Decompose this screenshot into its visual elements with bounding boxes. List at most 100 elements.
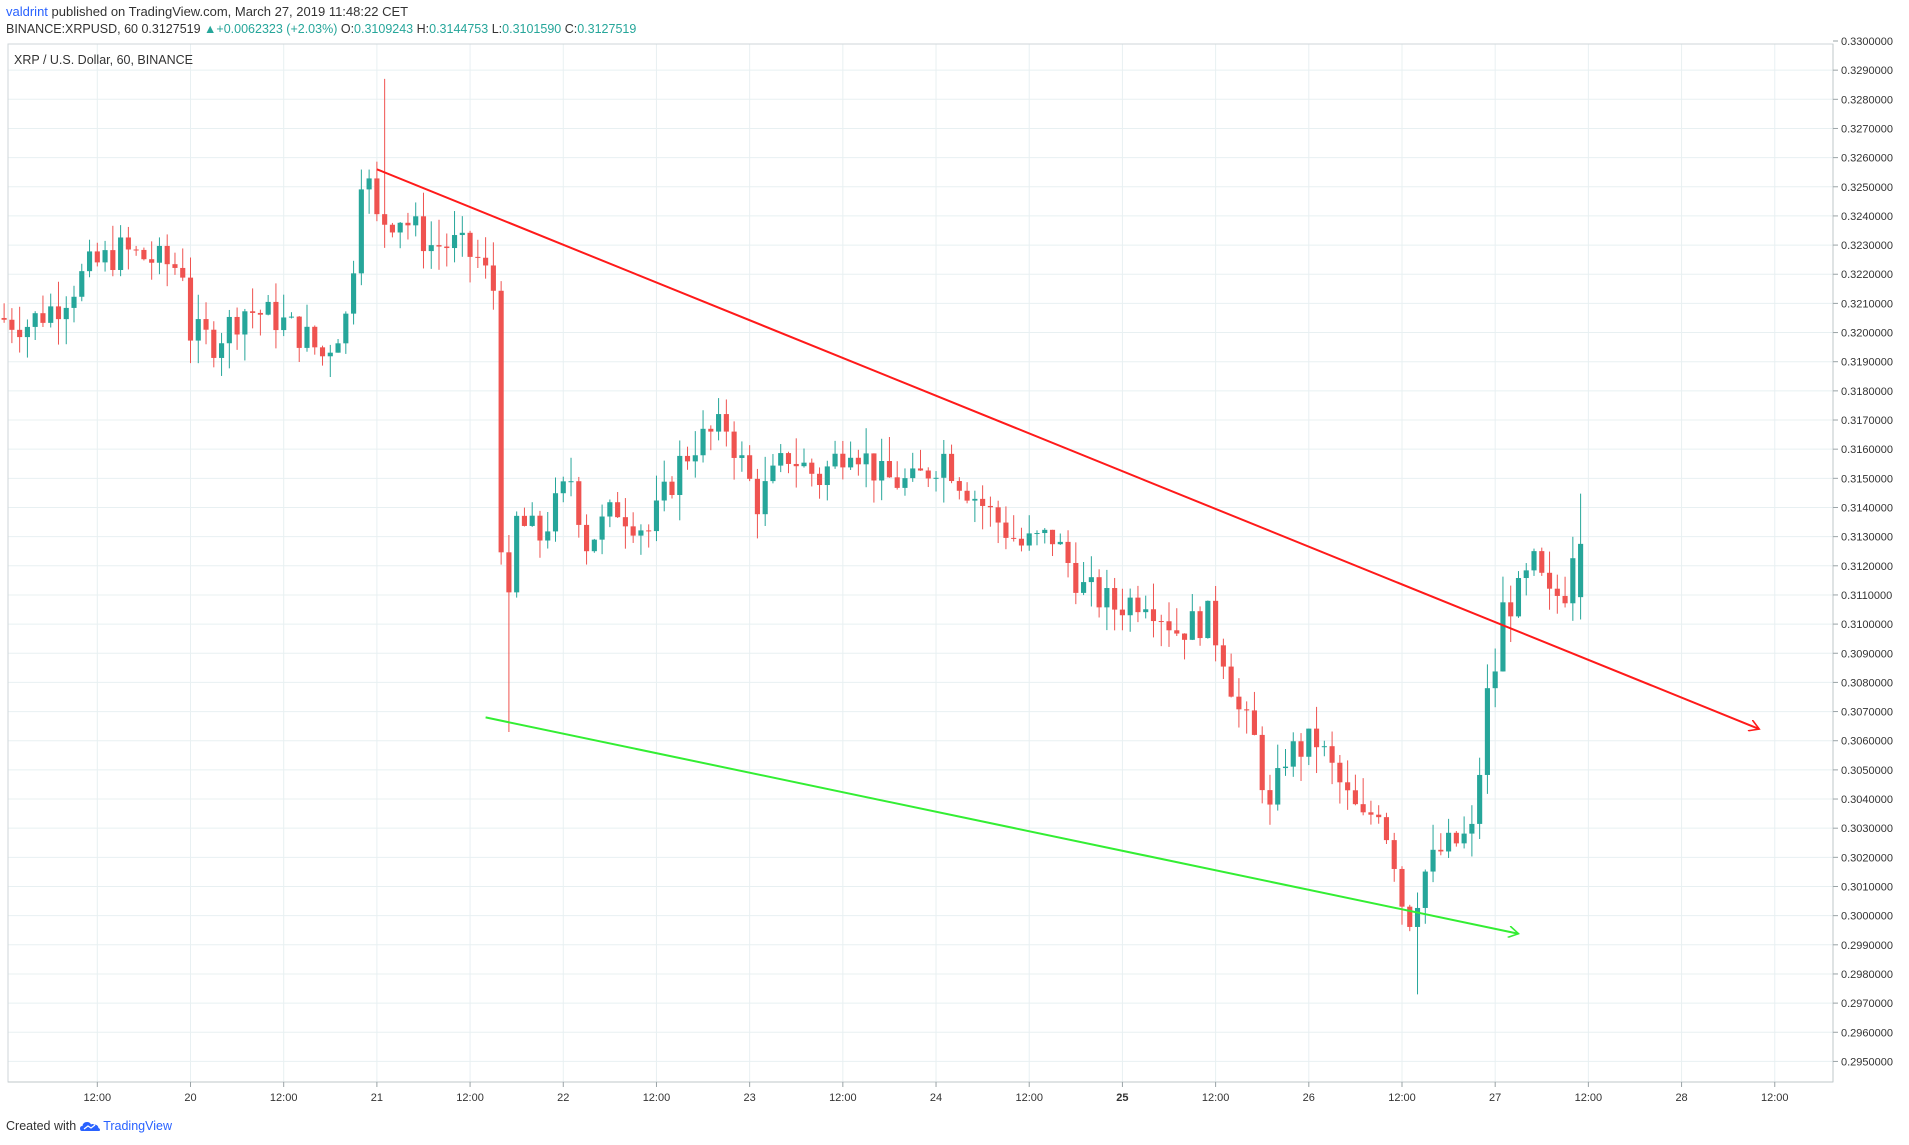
candle-body <box>79 271 85 297</box>
candle <box>1057 533 1063 545</box>
candle-body <box>1414 907 1421 927</box>
candle <box>397 222 403 249</box>
candle-body <box>1345 782 1351 791</box>
price-tick-label: 0.3250000 <box>1841 182 1893 194</box>
price-tick-label: 0.2950000 <box>1841 1056 1893 1068</box>
candle <box>1 303 7 323</box>
candle <box>1135 585 1141 623</box>
candle <box>1228 653 1234 698</box>
candle <box>219 332 225 376</box>
candle-body <box>1314 728 1320 748</box>
candle <box>17 306 23 353</box>
tradingview-logo[interactable]: TradingView <box>79 1119 172 1133</box>
candle-body <box>1531 551 1537 571</box>
candle <box>1461 816 1467 849</box>
candle <box>374 161 380 222</box>
candle-body <box>1166 621 1172 631</box>
candle <box>1143 595 1149 619</box>
candle-body <box>661 481 667 501</box>
candle-body <box>1469 823 1475 834</box>
candle <box>1469 805 1475 857</box>
candle <box>451 211 458 263</box>
candle-body <box>809 462 815 474</box>
candle-body <box>879 461 885 481</box>
candle <box>1236 678 1242 728</box>
time-tick-label: 12:00 <box>1575 1092 1603 1104</box>
candle-body <box>226 316 232 344</box>
candle-body <box>560 481 566 494</box>
price-tick-label: 0.3060000 <box>1841 736 1893 748</box>
high-value: 0.3144753 <box>429 22 489 36</box>
candle-body <box>848 457 854 468</box>
candle <box>545 511 551 549</box>
price-tick-label: 0.3160000 <box>1841 444 1893 456</box>
candle-body <box>242 311 248 335</box>
candle-body <box>1383 817 1390 841</box>
candle-body <box>910 468 916 479</box>
candle-body <box>1003 522 1009 538</box>
candle <box>48 293 54 328</box>
candle-body <box>708 428 714 432</box>
candle-body <box>863 453 869 465</box>
candle-body <box>48 306 54 323</box>
candle-body <box>312 326 318 348</box>
candle <box>980 485 986 530</box>
candle-body <box>824 466 830 486</box>
candle-body <box>925 470 931 479</box>
ohlc-legend: BINANCE:XRPUSD, 60 0.3127519 ▲+0.0062323… <box>6 21 636 37</box>
candle-body <box>1088 577 1094 583</box>
candle <box>615 491 621 518</box>
candle-body <box>490 265 496 291</box>
candle-body <box>366 178 372 190</box>
candle <box>483 237 489 279</box>
candle-body <box>615 502 621 518</box>
candle <box>1220 638 1226 680</box>
candle-body <box>1267 790 1273 805</box>
candle-body <box>413 216 419 226</box>
candle-body <box>793 463 799 467</box>
candle <box>1453 831 1459 847</box>
candle-body <box>1205 600 1211 639</box>
candle <box>677 440 683 521</box>
candle <box>1026 515 1032 551</box>
candle <box>793 438 799 488</box>
candle <box>1446 818 1452 858</box>
candle-body <box>902 478 908 488</box>
price-tick-label: 0.3300000 <box>1841 36 1893 48</box>
candle <box>1073 542 1079 605</box>
candle-body <box>273 301 279 331</box>
price-tick-label: 0.3130000 <box>1841 532 1893 544</box>
candle-body <box>1515 578 1522 617</box>
candle <box>1104 569 1110 631</box>
candle-body <box>1104 588 1110 608</box>
candle <box>1181 633 1188 660</box>
candle <box>1376 805 1382 824</box>
candle-body <box>980 498 986 506</box>
candle <box>700 410 706 463</box>
price-chart[interactable]: XRP / U.S. Dollar, 60, BINANCE 0.3300000… <box>0 0 1909 1115</box>
candle <box>661 460 667 512</box>
candle-body <box>964 490 970 501</box>
candle <box>1042 528 1048 544</box>
candle-body <box>32 313 38 327</box>
candle-body <box>257 312 263 315</box>
candle-body <box>1321 746 1327 748</box>
created-with-text: Created with <box>6 1119 77 1133</box>
candle <box>1546 551 1553 610</box>
candle-body <box>1174 630 1180 634</box>
candle <box>1011 515 1017 542</box>
candle <box>125 226 131 270</box>
price-tick-label: 0.3270000 <box>1841 123 1893 135</box>
high-label: H: <box>416 22 430 36</box>
candle-body <box>591 539 597 552</box>
candle-body <box>1539 551 1545 573</box>
candle-body <box>118 237 124 270</box>
candle <box>498 281 504 565</box>
candle <box>754 468 760 539</box>
author-link[interactable]: valdrint <box>6 4 48 19</box>
candle-body <box>304 326 310 348</box>
tradingview-brand[interactable]: TradingView <box>103 1119 172 1133</box>
candle <box>211 321 217 368</box>
candle <box>747 445 753 482</box>
candle <box>79 263 85 302</box>
